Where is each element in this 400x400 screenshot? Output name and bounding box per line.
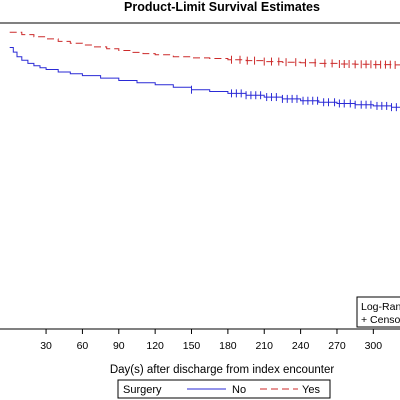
x-tick-label: 180 <box>219 340 237 352</box>
x-tick-label: 240 <box>292 340 310 352</box>
chart-title: Product-Limit Survival Estimates <box>124 0 320 14</box>
x-tick-label: 60 <box>77 340 89 352</box>
inset-legend: Log-Ran + Censo <box>356 296 400 328</box>
inset-legend-line-1: Log-Ran <box>361 301 400 313</box>
x-tick-label: 270 <box>328 340 346 352</box>
legend-title: Surgery <box>123 384 162 396</box>
x-tick-label: 150 <box>183 340 201 352</box>
plot-frame <box>0 22 400 330</box>
inset-legend-line-2: + Censo <box>361 314 400 326</box>
x-axis-title: Day(s) after discharge from index encoun… <box>110 364 335 376</box>
legend-label-yes: Yes <box>302 384 320 396</box>
legend: Surgery No Yes <box>117 379 331 399</box>
inset-legend-box <box>356 296 400 328</box>
x-tick-label: 120 <box>146 340 164 352</box>
legend-label-no: No <box>232 384 246 396</box>
x-tick-label: 30 <box>40 340 52 352</box>
x-axis: 30 60 90 120 150 180 210 240 270 300 <box>40 329 382 352</box>
x-tick-label: 210 <box>255 340 273 352</box>
series-layer <box>9 31 400 112</box>
x-tick-label: 300 <box>365 340 383 352</box>
series-line-no <box>9 47 400 108</box>
x-tick-label: 90 <box>113 340 125 352</box>
series-line-yes <box>9 31 400 66</box>
